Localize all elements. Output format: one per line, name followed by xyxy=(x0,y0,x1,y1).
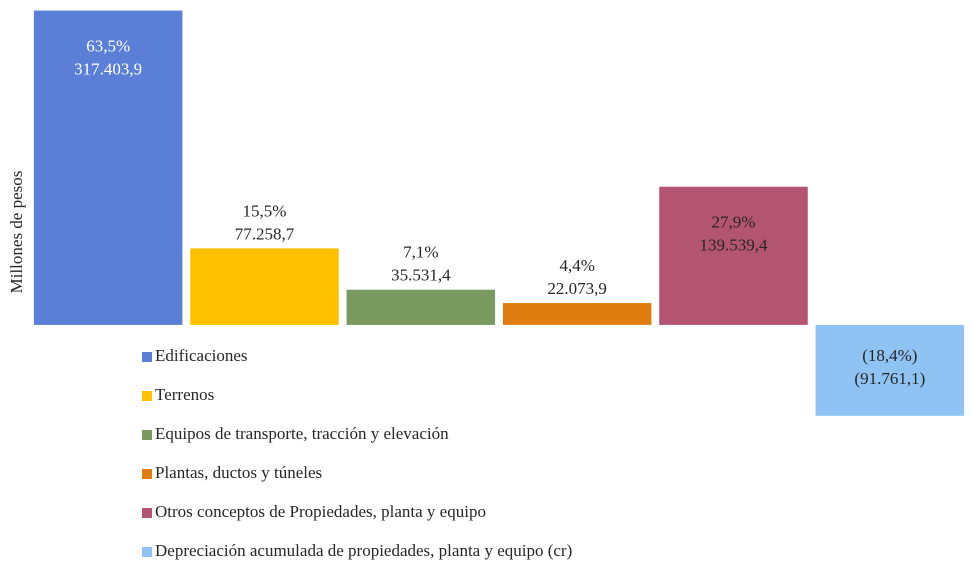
legend-label: Equipos de transporte, tracción y elevac… xyxy=(155,424,449,443)
data-label-share: (18,4%) xyxy=(862,346,917,365)
legend-swatch xyxy=(142,469,152,479)
legend-label: Otros conceptos de Propiedades, planta y… xyxy=(155,502,486,521)
legend-label: Depreciación acumulada de propiedades, p… xyxy=(155,541,572,560)
data-label-share: 27,9% xyxy=(712,213,756,232)
data-label-value: (91.761,1) xyxy=(854,369,925,388)
data-label-value: 77.258,7 xyxy=(235,224,295,243)
bar xyxy=(815,324,965,416)
data-label-share: 63,5% xyxy=(86,36,130,55)
legend-label: Edificaciones xyxy=(155,346,248,365)
legend-swatch xyxy=(142,391,152,401)
bar xyxy=(190,248,339,325)
data-label-share: 4,4% xyxy=(559,256,594,275)
bar xyxy=(33,10,183,325)
data-label-value: 317.403,9 xyxy=(74,59,142,78)
bar xyxy=(502,303,652,325)
legend-label: Plantas, ductos y túneles xyxy=(155,463,322,482)
data-label-value: 22.073,9 xyxy=(547,279,607,298)
data-label-share: 15,5% xyxy=(243,201,287,220)
legend-label: Terrenos xyxy=(155,385,214,404)
y-axis-label: Millones de pesos xyxy=(7,171,26,294)
data-label-value: 35.531,4 xyxy=(391,266,451,285)
legend-swatch xyxy=(142,547,152,557)
legend-swatch xyxy=(142,508,152,518)
legend-swatch xyxy=(142,430,152,440)
bar xyxy=(346,289,496,325)
data-label-share: 7,1% xyxy=(403,243,438,262)
legend-swatch xyxy=(142,352,152,362)
data-label-value: 139.539,4 xyxy=(700,236,769,255)
bar xyxy=(659,186,808,325)
